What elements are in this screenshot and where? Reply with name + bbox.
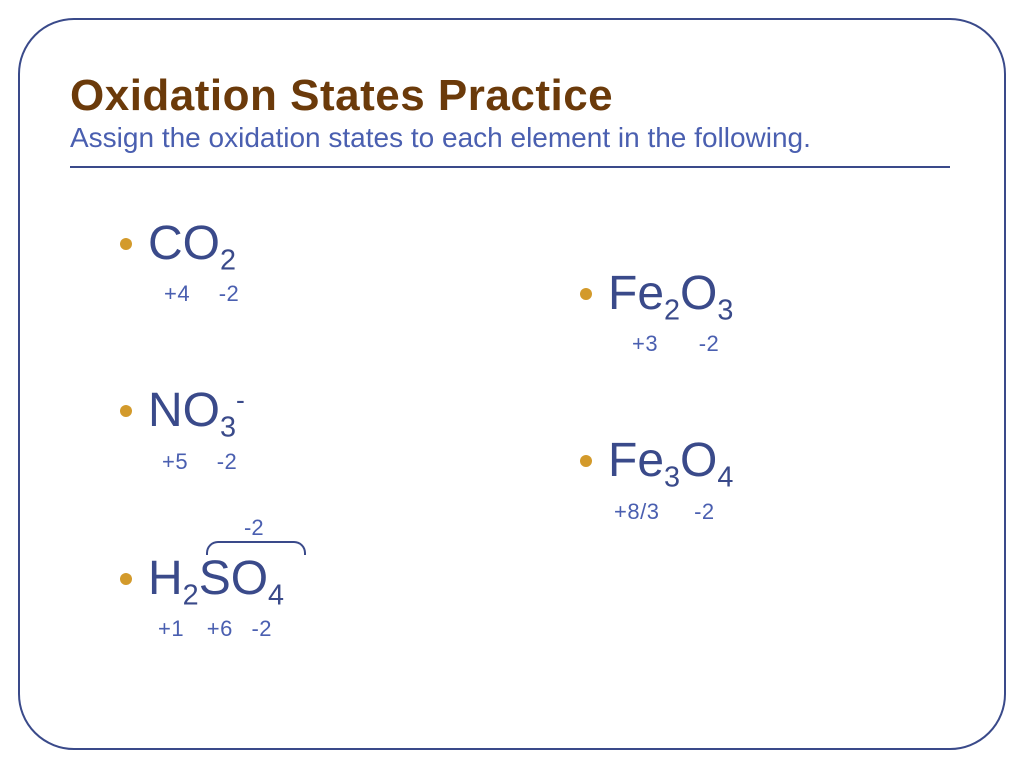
bullet-icon (580, 455, 592, 467)
formula-fe3o4: Fe3O4 (608, 437, 1024, 492)
bullet-icon (120, 573, 132, 585)
list-item: Fe2O3 +3 -2 (580, 270, 1000, 357)
bullet-icon (120, 405, 132, 417)
oxidation-row: +1 +6 -2 (148, 616, 568, 642)
formula-no3: NO3- (148, 387, 568, 442)
list-item: Fe3O4 +8/3 -2 (580, 437, 1000, 524)
oxidation-value: +5 (162, 449, 188, 475)
oxidation-value: +3 (632, 331, 658, 357)
oxidation-value: +8/3 (614, 499, 659, 525)
oxidation-value: +6 (207, 616, 233, 642)
title-underline (70, 166, 950, 168)
slide-header: Oxidation States Practice Assign the oxi… (70, 74, 950, 168)
bullet-icon (580, 288, 592, 300)
slide-title: Oxidation States Practice (70, 74, 950, 118)
oxidation-row: +3 -2 (608, 331, 1024, 357)
oxidation-value: -2 (694, 499, 715, 525)
list-item: -2 H2SO4 +1 +6 -2 (120, 555, 540, 642)
slide-frame: Oxidation States Practice Assign the oxi… (18, 18, 1006, 750)
oxidation-row: +4 -2 (148, 281, 568, 307)
list-item: CO2 +4 -2 (120, 220, 540, 307)
right-column: Fe2O3 +3 -2 Fe3O4 +8/3 -2 (580, 270, 1000, 605)
oxidation-value: +1 (158, 616, 184, 642)
left-column: CO2 +4 -2 NO3- +5 -2 -2 (120, 220, 540, 722)
formula-fe2o3: Fe2O3 (608, 270, 1024, 325)
oxidation-value: -2 (251, 616, 272, 642)
bullet-icon (120, 238, 132, 250)
brace-label: -2 (244, 515, 264, 541)
list-item: NO3- +5 -2 (120, 387, 540, 474)
oxidation-value: -2 (699, 331, 720, 357)
formula-h2so4: H2SO4 (148, 555, 568, 610)
slide-subtitle: Assign the oxidation states to each elem… (70, 122, 950, 154)
oxidation-value: -2 (217, 449, 238, 475)
oxidation-row: +8/3 -2 (608, 499, 1024, 525)
formula-co2: CO2 (148, 220, 568, 275)
oxidation-value: +4 (164, 281, 190, 307)
oxidation-row: +5 -2 (148, 449, 568, 475)
oxidation-value: -2 (219, 281, 240, 307)
content-area: CO2 +4 -2 NO3- +5 -2 -2 (80, 220, 960, 720)
